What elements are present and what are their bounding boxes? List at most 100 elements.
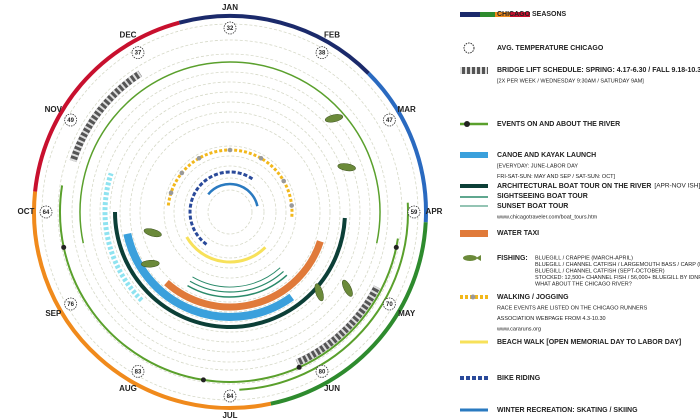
guide-ring — [207, 189, 253, 235]
event-dot — [393, 244, 399, 250]
events-arc — [239, 202, 409, 391]
walk-dot — [281, 178, 286, 184]
legend-detail: RACE EVENTS ARE LISTED ON THE CHICAGO RU… — [497, 305, 648, 311]
legend-title: AVG. TEMPERATURE CHICAGO — [497, 45, 604, 52]
boat-tour — [192, 267, 281, 288]
walking-arc — [166, 148, 294, 219]
temp-badge — [131, 46, 145, 60]
legend-title: BEACH WALK [OPEN MEMORIAL DAY TO LABOR D… — [497, 339, 681, 346]
winter-arc — [207, 182, 259, 207]
boat-tour — [189, 271, 284, 293]
month-label: NOV — [45, 105, 63, 114]
temp-label: 47 — [386, 118, 393, 124]
temp-badge — [315, 46, 329, 60]
event-dot — [200, 377, 206, 383]
guide-ring — [89, 71, 371, 353]
temp-badge — [315, 364, 329, 378]
temp-label: 37 — [135, 51, 142, 57]
legend-title: CANOE AND KAYAK LAUNCH — [497, 152, 596, 159]
legend-detail: www.cararuns.org — [496, 326, 541, 332]
legend-icons — [460, 12, 530, 412]
month-label: OCT — [18, 207, 35, 216]
fish — [143, 228, 162, 238]
season-arc — [178, 14, 371, 75]
temp-badge — [131, 364, 145, 378]
legend-title: WALKING / JOGGING — [497, 294, 569, 301]
legend-title: WINTER RECREATION: SKATING / SKIING — [497, 407, 638, 414]
legend-detail: FRI-SAT-SUN: MAY AND SEP / SAT-SUN: OCT] — [497, 174, 616, 180]
legend-title: SIGHTSEEING BOAT TOUR — [497, 193, 588, 200]
month-label: JAN — [222, 3, 238, 12]
temp-badge — [382, 297, 396, 311]
temp-badge — [223, 389, 237, 403]
bridge-lift — [69, 70, 143, 163]
temp-badge — [223, 21, 237, 35]
guide-ring — [195, 177, 265, 247]
bridge-lift — [295, 285, 381, 366]
fish — [314, 283, 324, 302]
fish — [324, 114, 344, 123]
guide-ring — [71, 53, 389, 371]
guide-ring — [109, 91, 351, 333]
bike-arc — [188, 170, 255, 246]
temp-label: 64 — [43, 210, 50, 216]
walk-dot — [227, 147, 233, 153]
guide-ring — [173, 155, 287, 269]
events-arc — [79, 61, 381, 244]
guide-ring — [163, 145, 297, 279]
guide-ring — [183, 165, 277, 259]
legend-detail: [2X PER WEEK / WEDNESDAY 9:30AM / SATURD… — [497, 78, 644, 84]
legend-title: FISHING: — [497, 255, 528, 262]
event-dot — [61, 244, 67, 250]
temp-label: 38 — [319, 51, 326, 57]
guide-ring — [119, 101, 341, 323]
guide-ring — [57, 39, 403, 385]
legend-detail: STOCKED: 12,500+ CHANNEL FISH / 56,000+ … — [535, 275, 700, 281]
legend-detail: BLUEGILL / CHANNEL CATFISH / LARGEMOUTH … — [535, 262, 700, 268]
walk-dot — [168, 190, 174, 196]
month-label: FEB — [324, 30, 340, 39]
month-label: AUG — [119, 384, 137, 393]
temp-badge — [407, 205, 421, 219]
legend-note: [APR-NOV ISH] — [654, 183, 700, 190]
walk-dot — [258, 156, 264, 161]
walk-dot — [289, 203, 294, 208]
fish — [141, 259, 160, 268]
temp-label: 80 — [319, 369, 326, 375]
temp-label: 49 — [67, 118, 74, 124]
legend-title: ARCHITECTURAL BOAT TOUR ON THE RIVER — [497, 183, 651, 190]
legend-detail: BLUEGILL / CHANNEL CATFISH (SEPT-OCTOBER… — [535, 268, 665, 274]
legend-detail: BLUEGILL / CRAPPIE (MARCH-APRIL) — [535, 255, 633, 261]
legend-title: BIKE RIDING — [497, 375, 541, 382]
arch-tour — [113, 211, 347, 329]
guide-ring — [41, 23, 419, 401]
month-label: MAY — [398, 309, 416, 318]
legend-title: SUNSET BOAT TOUR — [497, 203, 568, 210]
guide-ring — [99, 81, 361, 343]
temp-label: 70 — [386, 302, 393, 308]
temp-label: 76 — [67, 302, 74, 308]
month-label: JUL — [222, 411, 237, 420]
temp-badge — [382, 113, 396, 127]
season-arc — [33, 20, 180, 192]
walk-dot — [196, 156, 202, 161]
temp-badge — [39, 205, 53, 219]
legend-detail: [EVERYDAY: JUNE-LABOR DAY — [497, 163, 578, 169]
water-taxi — [164, 240, 324, 311]
temp-label: 84 — [227, 394, 234, 400]
canoe-dashed — [102, 172, 144, 303]
temp-label: 59 — [411, 210, 418, 216]
temp-badge — [64, 113, 78, 127]
season-arc — [32, 191, 272, 410]
legend-title: EVENTS ON AND ABOUT THE RIVER — [497, 121, 620, 128]
legend-detail: www.chicagotraveler.com/boat_tours.htm — [496, 214, 598, 220]
season-arc — [367, 71, 428, 223]
legend-title: CHICAGO SEASONS — [497, 11, 567, 18]
legend-detail: ASSOCIATION WEBPAGE FROM 4.3-10.30 — [497, 316, 606, 322]
fish — [337, 163, 356, 172]
temp-label: 32 — [227, 26, 234, 32]
boat-tour — [187, 274, 288, 298]
canoe-arc — [123, 232, 295, 321]
temp-badge — [64, 297, 78, 311]
